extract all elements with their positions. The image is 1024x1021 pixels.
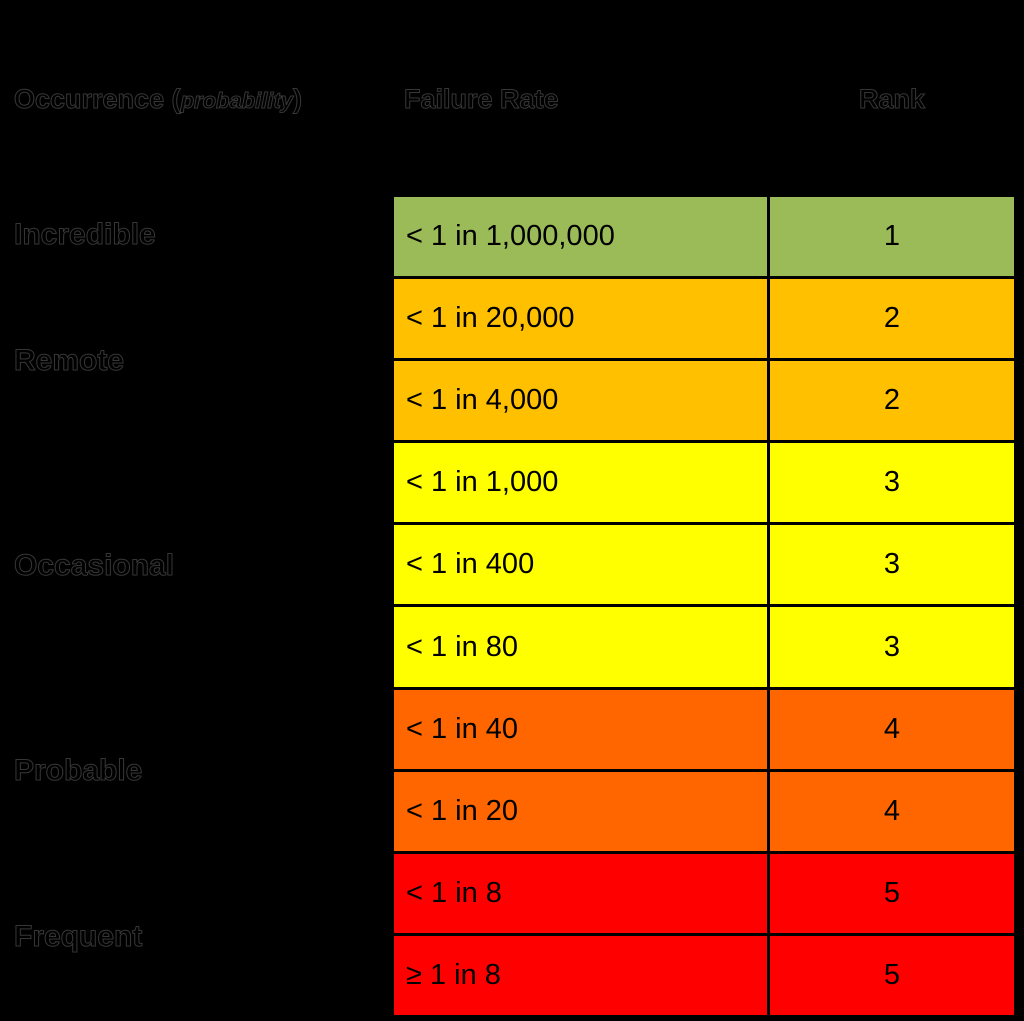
rank-cell: 4 [770,771,1014,851]
failure-rate-cell: < 1 in 20 [394,771,767,851]
failure-rate-cell: ≥ 1 in 8 [394,935,767,1015]
rank-cell: 3 [770,525,1014,605]
rank-cell: 2 [770,361,1014,441]
failure-rate-cell: < 1 in 4,000 [394,361,767,441]
failure-rate-cell: < 1 in 80 [394,607,767,687]
rank-cell: 5 [770,853,1014,933]
header-occurrence: Occurrence (probability) [14,83,303,117]
header-occurrence-suffix: ) [293,84,303,115]
rank-cell: 4 [770,689,1014,769]
header-failure-rate: Failure Rate [404,84,560,115]
failure-rate-cell: < 1 in 20,000 [394,279,767,359]
failure-rate-cell: < 1 in 40 [394,689,767,769]
occurrence-label-remote: Remote [13,344,125,378]
occurrence-label-frequent: Frequent [13,920,143,954]
failure-rate-cell: < 1 in 8 [394,853,767,933]
occurrence-label-incredible: Incredible [14,218,157,252]
rank-cell: 3 [770,443,1014,523]
failure-rate-cell: < 1 in 400 [394,525,767,605]
occurrence-label-probable: Probable [13,754,143,788]
rank-cell: 5 [770,935,1014,1015]
rank-cell: 1 [770,197,1014,277]
failure-rate-rank-table: < 1 in 1,000,000 1 < 1 in 20,000 2 < 1 i… [391,194,1017,1018]
header-occurrence-qualifier: probability [180,88,294,114]
failure-rate-cell: < 1 in 1,000 [394,443,767,523]
occurrence-label-occasional: Occasional [13,549,175,583]
failure-rate-cell: < 1 in 1,000,000 [394,197,767,277]
header-occurrence-prefix: Occurrence ( [14,84,182,115]
rank-cell: 3 [770,607,1014,687]
header-rank: Rank [858,84,926,115]
rank-cell: 2 [770,279,1014,359]
